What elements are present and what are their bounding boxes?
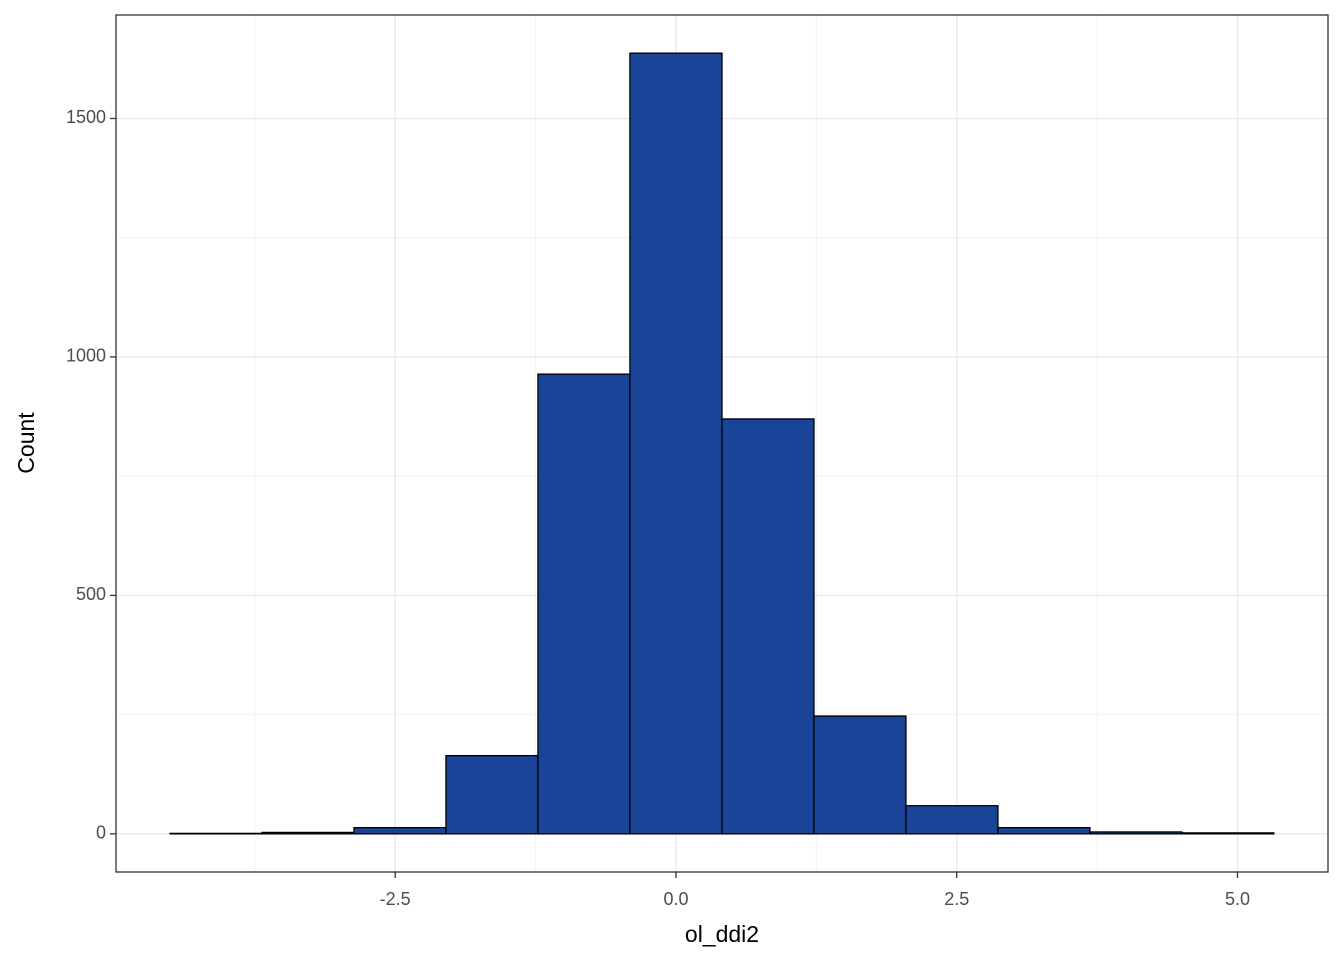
bar: [446, 756, 538, 834]
bar: [998, 828, 1090, 834]
bar: [722, 419, 814, 834]
x-axis-title: ol_ddi2: [685, 921, 759, 947]
x-tick-label: 5.0: [1225, 889, 1250, 909]
bar: [354, 828, 446, 834]
bar: [906, 806, 998, 834]
bar: [1090, 832, 1182, 834]
x-tick-label: 2.5: [944, 889, 969, 909]
bar: [630, 53, 722, 834]
y-tick-label: 1500: [66, 107, 106, 127]
x-tick-label: 0.0: [663, 889, 688, 909]
y-tick-label: 1000: [66, 346, 106, 366]
y-axis-title: Count: [13, 412, 39, 474]
y-tick-label: 500: [76, 584, 106, 604]
bar: [538, 374, 630, 834]
y-tick-label: 0: [96, 823, 106, 843]
bar: [1182, 833, 1274, 834]
bar: [814, 716, 906, 834]
bar: [262, 832, 354, 833]
x-tick-label: -2.5: [380, 889, 411, 909]
